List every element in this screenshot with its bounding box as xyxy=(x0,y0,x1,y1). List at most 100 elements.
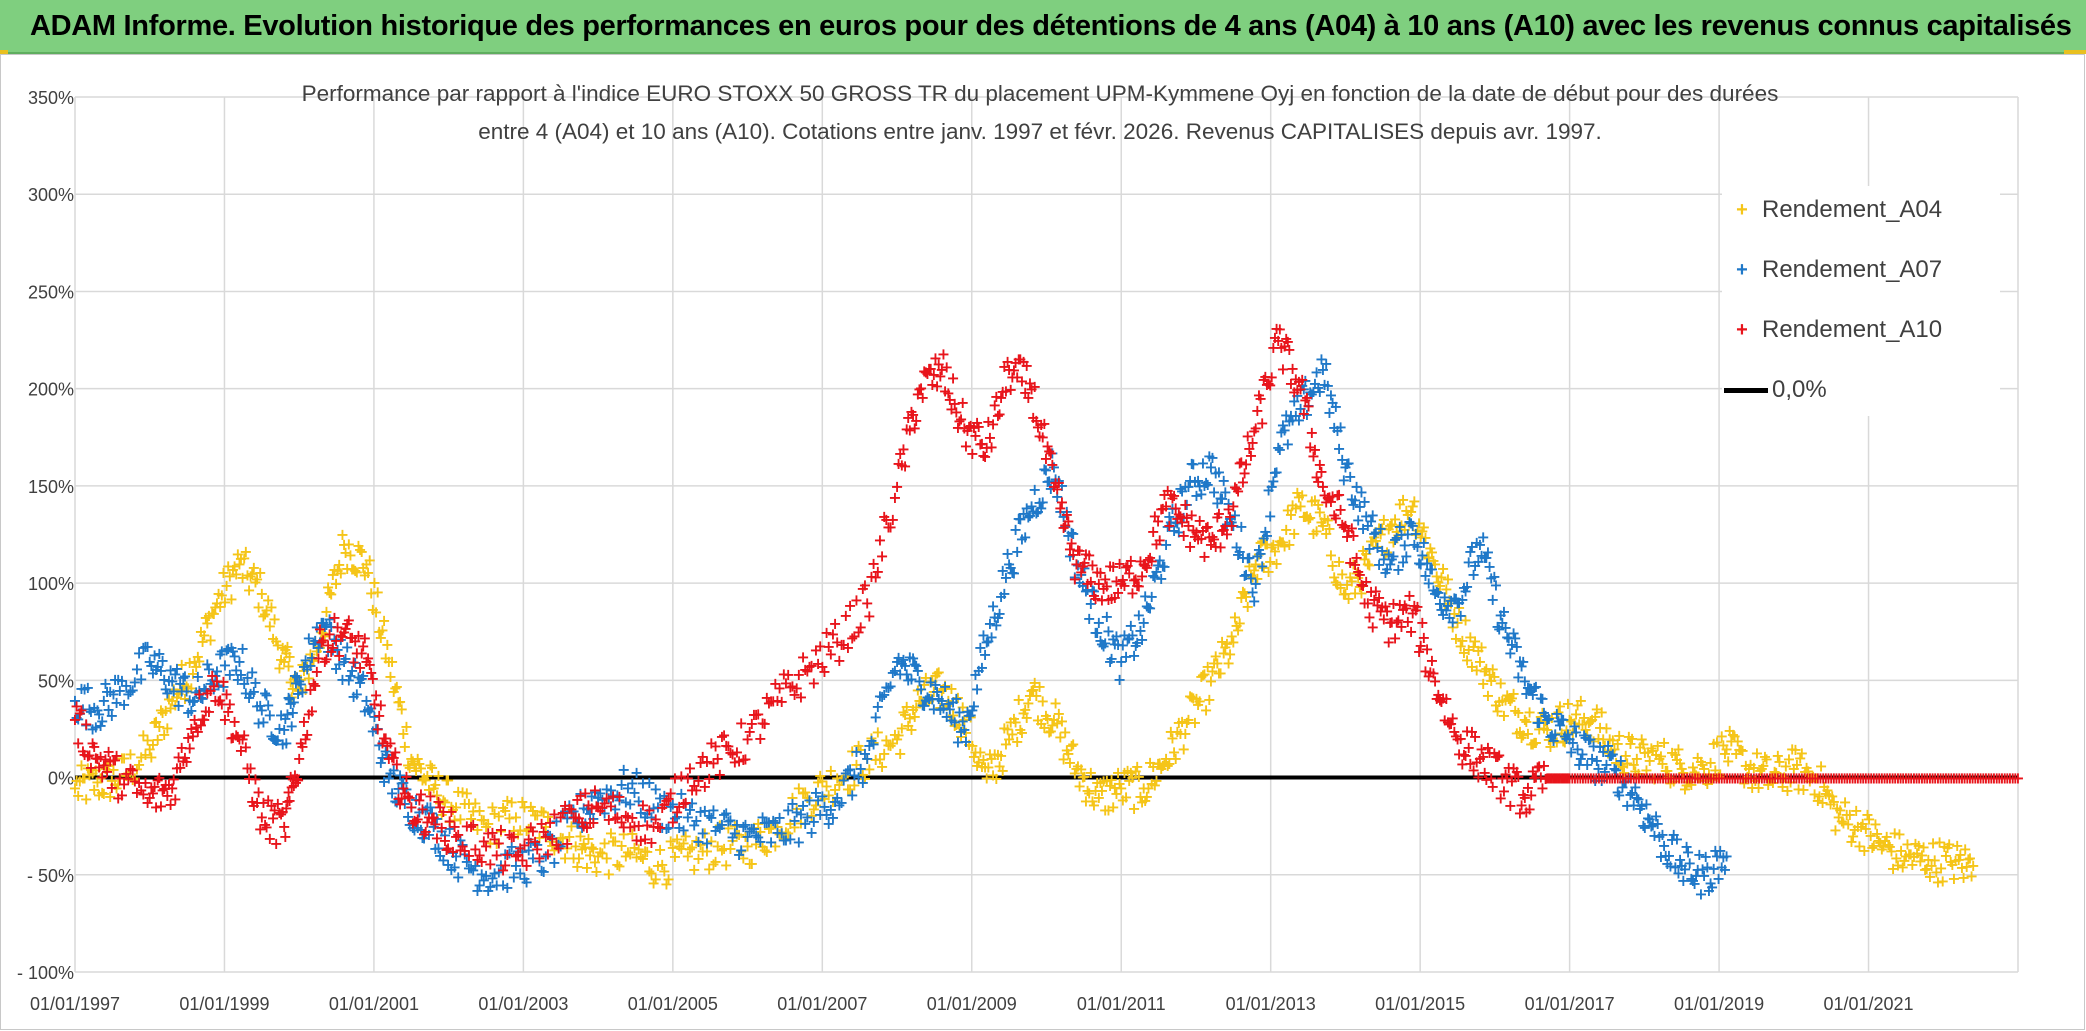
data-point: + xyxy=(169,696,182,715)
data-point: + xyxy=(223,567,236,586)
data-point: + xyxy=(204,631,217,650)
data-point: + xyxy=(572,849,585,868)
data-point: + xyxy=(556,829,569,848)
data-point: + xyxy=(309,631,322,650)
data-point: + xyxy=(792,832,805,851)
data-point: + xyxy=(537,803,550,822)
data-point: + xyxy=(307,651,320,670)
data-point: + xyxy=(554,828,567,847)
data-point: + xyxy=(96,783,109,802)
data-point: + xyxy=(985,437,998,456)
data-point: + xyxy=(355,542,368,561)
chart-title-line-1: Performance par rapport à l'indice EURO … xyxy=(301,81,1779,106)
data-point: + xyxy=(441,770,454,789)
data-point: + xyxy=(146,735,159,754)
y-tick-label: 0% xyxy=(48,769,74,789)
data-point: + xyxy=(105,771,118,790)
data-point: + xyxy=(1145,587,1158,606)
legend-marker-a07: + xyxy=(1736,258,1748,281)
data-point: + xyxy=(1145,551,1158,570)
data-point: + xyxy=(2011,769,2024,788)
data-point: + xyxy=(643,861,656,880)
data-point: + xyxy=(758,714,771,733)
data-point: + xyxy=(1249,574,1262,593)
data-point: + xyxy=(395,700,408,719)
data-point: + xyxy=(401,755,414,774)
data-point: + xyxy=(499,801,512,820)
data-point: + xyxy=(967,696,980,715)
data-point: + xyxy=(575,839,588,858)
data-point: + xyxy=(481,814,494,833)
data-point: + xyxy=(1283,340,1296,359)
data-point: + xyxy=(1417,533,1430,552)
data-point: + xyxy=(406,751,419,770)
data-point: + xyxy=(221,557,234,576)
data-point: + xyxy=(1475,638,1488,657)
data-point: + xyxy=(247,558,260,577)
data-point: + xyxy=(1440,689,1453,708)
data-point: + xyxy=(613,787,626,806)
data-point: + xyxy=(287,669,300,688)
data-point: + xyxy=(84,760,97,779)
data-point: + xyxy=(263,616,276,635)
data-point: + xyxy=(215,586,228,605)
data-point: + xyxy=(524,797,537,816)
data-point: + xyxy=(621,842,634,861)
data-point: + xyxy=(613,857,626,876)
data-point: + xyxy=(81,678,94,697)
data-point: + xyxy=(492,806,505,825)
data-point: + xyxy=(199,608,212,627)
data-point: + xyxy=(440,771,453,790)
data-point: + xyxy=(141,731,154,750)
data-point: + xyxy=(143,739,156,758)
data-point: + xyxy=(1320,354,1333,373)
data-point: + xyxy=(429,775,442,794)
data-point: + xyxy=(194,622,207,641)
data-point: + xyxy=(333,646,346,665)
data-point: + xyxy=(1574,691,1587,710)
banner-title: ADAM Informe. Evolution historique des p… xyxy=(30,9,2072,42)
data-point: + xyxy=(315,623,328,642)
data-point: + xyxy=(398,737,411,756)
data-point: + xyxy=(156,703,169,722)
x-axis-labels: 01/01/1997 01/01/1999 01/01/2001 01/01/2003… xyxy=(30,994,1914,1014)
data-point: + xyxy=(280,733,293,752)
data-point: + xyxy=(350,562,363,581)
data-point: + xyxy=(349,561,362,580)
data-point: + xyxy=(411,749,424,768)
data-point: + xyxy=(300,657,313,676)
data-point: + xyxy=(279,640,292,659)
data-point: + xyxy=(677,833,690,852)
data-point: + xyxy=(148,713,161,732)
x-tick-label: 01/01/2007 xyxy=(777,994,867,1014)
data-points: ++++++++++++++++++++++++++++++++++++++++… xyxy=(68,319,2024,904)
data-point: + xyxy=(317,624,330,643)
data-point: + xyxy=(533,828,546,847)
data-point: + xyxy=(151,730,164,749)
x-tick-label: 01/01/2013 xyxy=(1226,994,1316,1014)
data-point: + xyxy=(181,679,194,698)
data-point: + xyxy=(239,738,252,757)
data-point: + xyxy=(368,573,381,592)
data-point: + xyxy=(424,756,437,775)
data-point: + xyxy=(113,769,126,788)
data-point: + xyxy=(552,832,565,851)
data-point: + xyxy=(321,578,334,597)
data-point: + xyxy=(202,606,215,625)
data-point: + xyxy=(210,594,223,613)
data-point: + xyxy=(630,847,643,866)
data-point: + xyxy=(360,555,373,574)
data-point: + xyxy=(400,717,413,736)
data-point: + xyxy=(167,679,180,698)
data-point: + xyxy=(1270,462,1283,481)
data-point: + xyxy=(241,565,254,584)
data-point: + xyxy=(494,821,507,840)
data-point: + xyxy=(172,684,185,703)
data-point: + xyxy=(390,677,403,696)
legend-marker-a10: + xyxy=(1736,318,1748,341)
data-point: + xyxy=(83,766,96,785)
data-point: + xyxy=(571,857,584,876)
data-point: + xyxy=(291,771,304,790)
data-point: + xyxy=(157,725,170,744)
data-point: + xyxy=(165,691,178,710)
